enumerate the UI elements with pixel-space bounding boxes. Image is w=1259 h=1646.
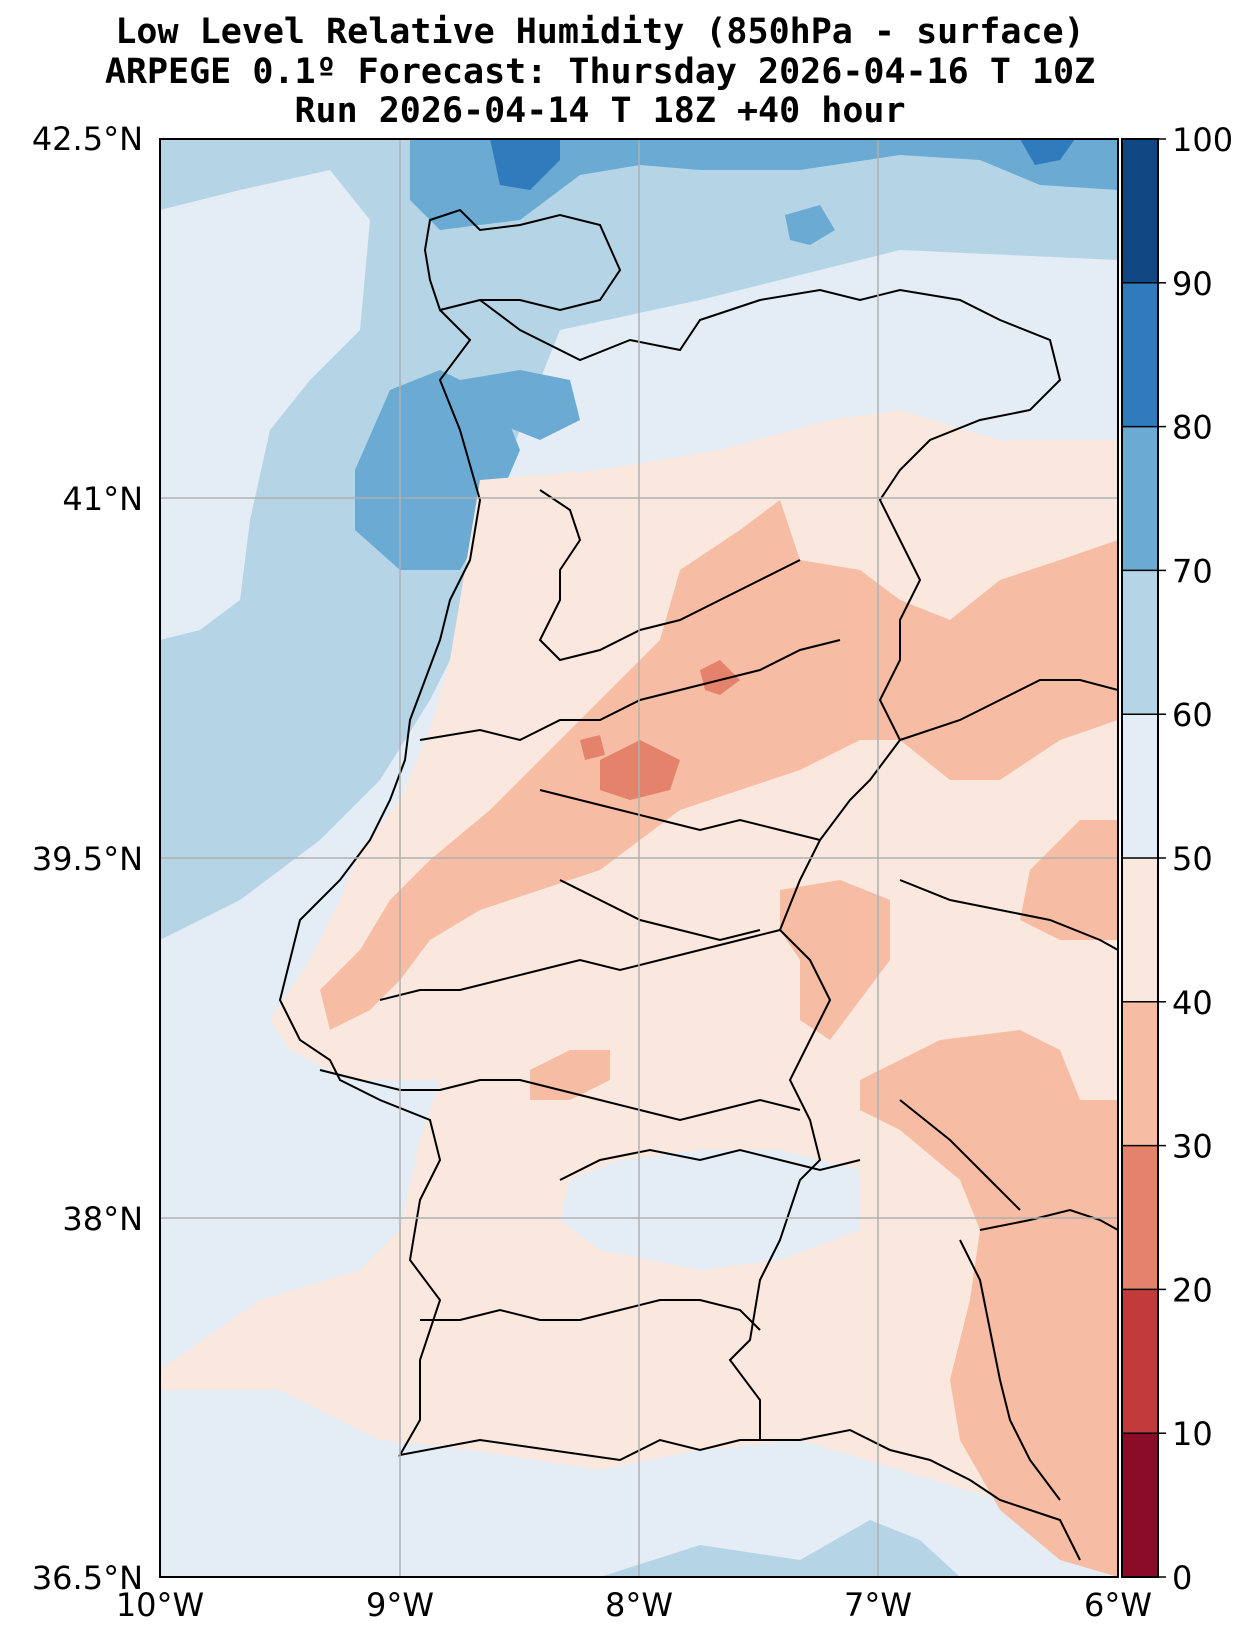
southern-ocean-humid bbox=[600, 1520, 960, 1577]
colorbar-segment bbox=[1122, 570, 1158, 715]
humid-zone-north-small bbox=[785, 205, 835, 245]
colorbar-label: 20 bbox=[1172, 1271, 1213, 1309]
colorbar-label: 40 bbox=[1172, 984, 1213, 1022]
very-dry-zone-3 bbox=[580, 735, 605, 760]
colorbar-segment bbox=[1122, 1433, 1158, 1578]
lon-tick-label: 8°W bbox=[605, 1586, 673, 1624]
lon-tick-label: 10°W bbox=[116, 1586, 204, 1624]
dry-zone-middle bbox=[780, 880, 890, 1040]
lat-tick-label: 41°N bbox=[62, 480, 143, 518]
colorbar-segment bbox=[1122, 714, 1158, 859]
very-dry-zone-2 bbox=[700, 660, 740, 695]
lon-tick-label: 7°W bbox=[844, 1586, 912, 1624]
very-humid-zone-1 bbox=[490, 139, 560, 190]
dry-zone-east bbox=[860, 1030, 1118, 1577]
longitude-axis: 10°W 9°W 8°W 7°W 6°W bbox=[116, 1586, 1152, 1624]
very-humid-zone-2 bbox=[1020, 139, 1075, 165]
lat-tick-label: 42.5°N bbox=[32, 120, 143, 158]
map-frame bbox=[159, 138, 1119, 1578]
dry-zone-southeast bbox=[1020, 820, 1118, 940]
colorbar-segment bbox=[1122, 282, 1158, 428]
colorbar-label: 100 bbox=[1172, 121, 1233, 159]
title-line-1: Low Level Relative Humidity (850hPa - su… bbox=[115, 12, 1085, 52]
title-line-3: Run 2026-04-14 T 18Z +40 hour bbox=[294, 91, 906, 131]
humid-zone-north bbox=[410, 139, 1118, 230]
lon-tick-label: 6°W bbox=[1084, 1586, 1152, 1624]
colorbar-segment bbox=[1122, 426, 1158, 571]
latitude-axis: 42.5°N 41°N 39.5°N 38°N 36.5°N bbox=[32, 120, 143, 1597]
colorbar-label: 70 bbox=[1172, 552, 1213, 590]
title-line-2: ARPEGE 0.1º Forecast: Thursday 2026-04-1… bbox=[104, 52, 1096, 92]
offshore-west-pale bbox=[160, 170, 370, 640]
inland-moist-patch bbox=[560, 1150, 860, 1270]
colorbar-segment bbox=[1122, 1289, 1158, 1434]
colorbar-segment bbox=[1122, 139, 1158, 284]
lat-tick-label: 38°N bbox=[62, 1200, 143, 1238]
colorbar: 0 10 20 30 40 50 60 70 80 90 100 bbox=[1121, 121, 1233, 1597]
colorbar-label: 80 bbox=[1172, 409, 1213, 447]
colorbar-label: 60 bbox=[1172, 696, 1213, 734]
colorbar-segment bbox=[1122, 858, 1158, 1003]
lon-tick-label: 9°W bbox=[366, 1586, 434, 1624]
colorbar-label: 30 bbox=[1172, 1128, 1213, 1166]
lat-tick-label: 36.5°N bbox=[32, 1559, 143, 1597]
colorbar-label: 0 bbox=[1172, 1559, 1192, 1597]
colorbar-label: 10 bbox=[1172, 1415, 1213, 1453]
humidity-map bbox=[160, 139, 1118, 1577]
lat-tick-label: 39.5°N bbox=[32, 840, 143, 878]
very-dry-zone-1 bbox=[600, 740, 680, 800]
humid-zone-north-mid bbox=[460, 370, 580, 440]
colorbar-label: 50 bbox=[1172, 840, 1213, 878]
colorbar-segment bbox=[1122, 1001, 1158, 1147]
colorbar-segment bbox=[1122, 1145, 1158, 1290]
colorbar-label: 90 bbox=[1172, 265, 1213, 303]
dry-zone-central bbox=[320, 500, 1118, 1030]
grid-lines bbox=[160, 139, 1118, 1577]
